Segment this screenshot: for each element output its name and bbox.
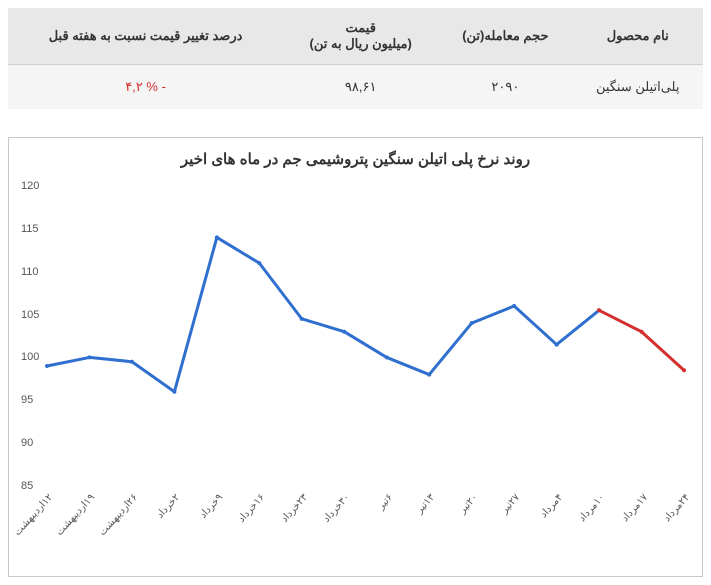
series-line-recent	[599, 310, 684, 370]
col-price-line1: قیمت	[291, 20, 430, 36]
series-marker-main	[45, 364, 49, 368]
price-trend-chart: روند نرخ پلی اتیلن سنگین پتروشیمی جم در …	[8, 137, 703, 577]
series-marker-main	[257, 261, 261, 265]
data-table: نام محصول حجم معامله(تن) قیمت (میلیون ری…	[8, 8, 703, 109]
cell-change: ۴,۲ % -	[8, 65, 283, 110]
col-price-line2: (میلیون ریال به تن)	[291, 36, 430, 52]
y-tick: 95	[21, 394, 33, 406]
series-marker-main	[385, 355, 389, 359]
series-marker-recent	[597, 308, 601, 312]
series-marker-main	[470, 321, 474, 325]
chart-title: روند نرخ پلی اتیلن سنگین پتروشیمی جم در …	[19, 150, 692, 168]
col-price: قیمت (میلیون ریال به تن)	[283, 8, 438, 65]
table-row: پلی‌اتیلن سنگین ۲۰۹۰ ۹۸,۶۱ ۴,۲ % -	[8, 65, 703, 110]
series-line-main	[47, 237, 599, 391]
series-marker-main	[342, 330, 346, 334]
table-header-row: نام محصول حجم معامله(تن) قیمت (میلیون ری…	[8, 8, 703, 65]
col-volume: حجم معامله(تن)	[438, 8, 572, 65]
series-marker-main	[427, 373, 431, 377]
cell-price: ۹۸,۶۱	[283, 65, 438, 110]
chart-plot-area: 859095100105110115120۱۲اردیبهشت۱۹اردیبهش…	[19, 182, 692, 542]
series-marker-main	[215, 235, 219, 239]
y-tick: 85	[21, 480, 33, 492]
chart-lines-svg	[19, 182, 692, 542]
series-marker-main	[555, 343, 559, 347]
series-marker-main	[300, 317, 304, 321]
series-marker-main	[130, 360, 134, 364]
y-tick: 105	[21, 309, 39, 321]
y-tick: 120	[21, 180, 39, 192]
y-tick: 110	[21, 266, 39, 278]
y-tick: 90	[21, 437, 33, 449]
y-tick: 115	[21, 223, 39, 235]
cell-product: پلی‌اتیلن سنگین	[572, 65, 703, 110]
col-change: درصد تغییر قیمت نسبت به هفته قبل	[8, 8, 283, 65]
series-marker-main	[87, 355, 91, 359]
series-marker-main	[172, 390, 176, 394]
series-marker-recent	[640, 330, 644, 334]
series-marker-recent	[682, 368, 686, 372]
series-marker-main	[512, 304, 516, 308]
change-value: ۴,۲ % -	[125, 79, 166, 94]
col-product: نام محصول	[572, 8, 703, 65]
y-tick: 100	[21, 351, 39, 363]
cell-volume: ۲۰۹۰	[438, 65, 572, 110]
